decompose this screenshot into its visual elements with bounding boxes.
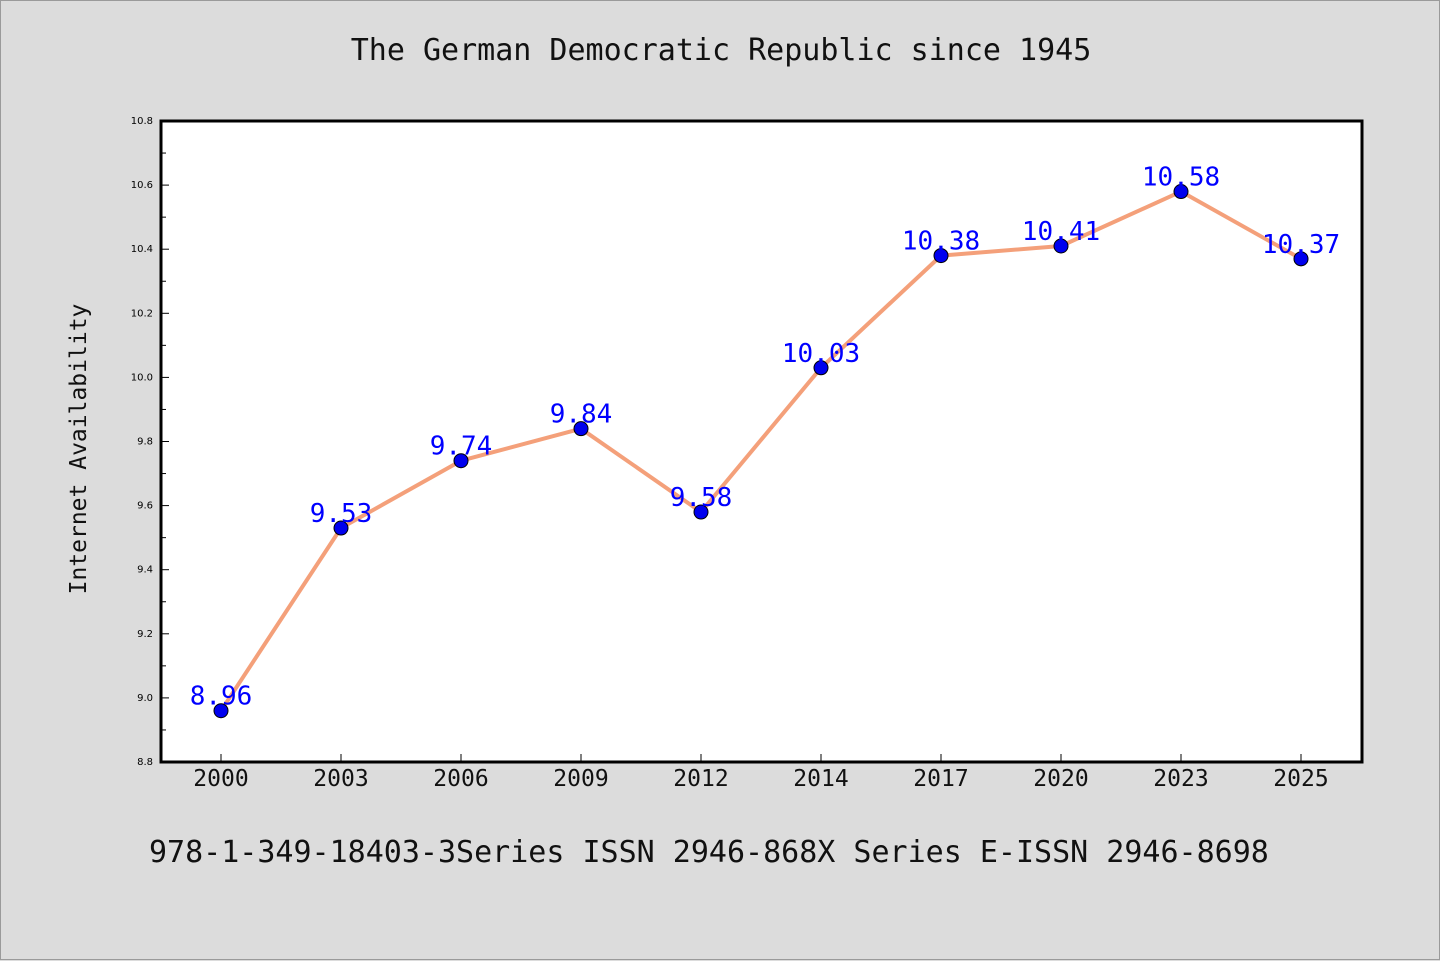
data-label: 9.84 [550, 400, 613, 430]
data-label: 10.38 [902, 227, 980, 257]
x-tick-label: 2017 [913, 766, 968, 792]
data-label: 10.37 [1262, 230, 1340, 260]
data-label: 10.41 [1022, 217, 1100, 247]
y-tick-label: 10.0 [131, 372, 153, 383]
data-point [453, 453, 469, 469]
data-point [1293, 251, 1309, 267]
y-tick-label: 10.6 [131, 180, 153, 191]
data-point [1053, 238, 1069, 254]
data-point [573, 421, 589, 437]
data-point [933, 248, 949, 264]
x-tick-label: 2014 [793, 766, 848, 792]
data-point [333, 520, 349, 536]
x-tick-label: 2009 [553, 766, 608, 792]
chart-title: The German Democratic Republic since 194… [350, 33, 1092, 68]
footer-isbn-text: 978-1-349-18403-3Series ISSN 2946-868X S… [149, 835, 1269, 870]
y-tick-label: 10.2 [131, 308, 153, 319]
data-point [693, 504, 709, 520]
x-tick-label: 2023 [1153, 766, 1208, 792]
x-tick-label: 2025 [1273, 766, 1328, 792]
y-tick-label: 10.4 [131, 244, 153, 255]
x-tick-label: 2012 [673, 766, 728, 792]
x-tick-label: 2003 [313, 766, 368, 792]
data-label: 10.03 [782, 339, 860, 369]
series-line [219, 189, 1302, 712]
data-label: 9.53 [310, 499, 373, 529]
y-tick-label: 10.8 [131, 116, 153, 127]
data-point [213, 703, 229, 719]
data-point [1173, 184, 1189, 200]
data-point [813, 360, 829, 376]
y-tick-label: 9.2 [137, 629, 153, 640]
y-tick-label: 9.8 [137, 437, 153, 448]
y-tick-label: 9.4 [137, 565, 153, 576]
y-tick-label: 9.6 [137, 501, 153, 512]
data-label: 8.96 [190, 682, 253, 712]
data-label: 9.58 [670, 483, 733, 513]
x-tick-label: 2006 [433, 766, 488, 792]
x-tick-label: 2000 [193, 766, 248, 792]
y-tick-label: 9.0 [137, 693, 153, 704]
y-tick-label: 8.8 [137, 757, 153, 768]
data-label: 9.74 [430, 432, 493, 462]
x-tick-label: 2020 [1033, 766, 1088, 792]
data-label: 10.58 [1142, 163, 1220, 193]
